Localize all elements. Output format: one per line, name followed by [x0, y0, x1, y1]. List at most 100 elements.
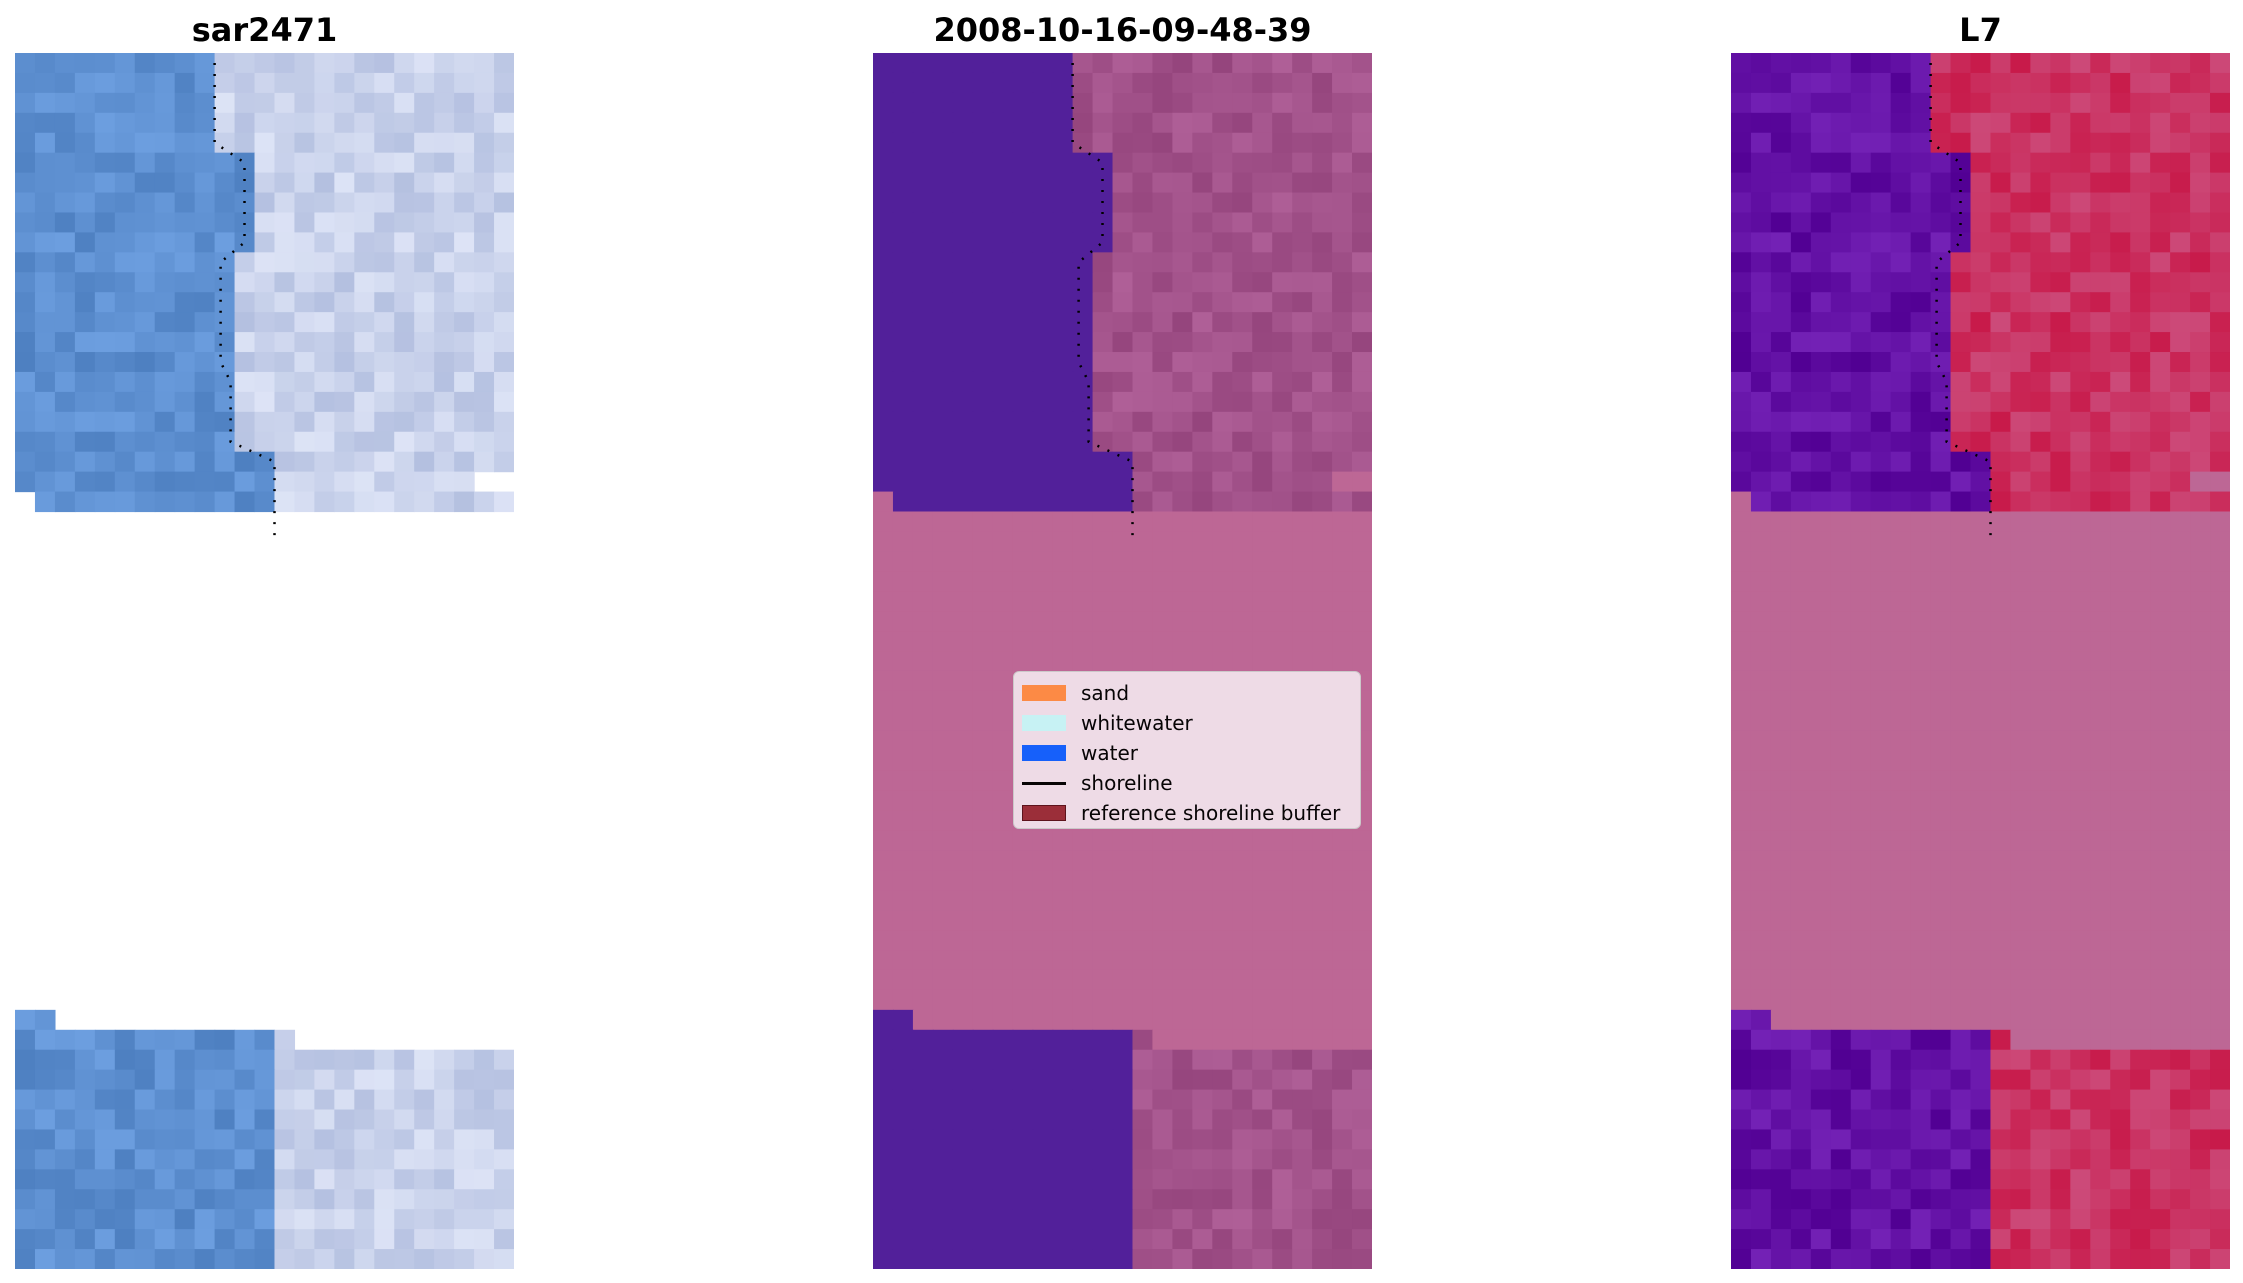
raster-pixel: [194, 1089, 216, 1111]
raster-pixel: [394, 292, 415, 313]
raster-pixel: [434, 312, 455, 333]
raster-pixel: [873, 272, 894, 293]
raster-pixel: [314, 471, 335, 493]
raster-pixel: [1292, 92, 1313, 114]
raster-pixel: [1032, 1129, 1054, 1150]
raster-pixel: [2070, 53, 2091, 74]
raster-pixel: [1192, 1249, 1213, 1269]
raster-pixel: [1731, 1229, 1752, 1250]
raster-pixel: [2050, 1249, 2071, 1269]
raster-pixel: [1172, 1149, 1193, 1170]
raster-pixel: [2170, 611, 2191, 632]
raster-pixel: [1152, 930, 1173, 951]
raster-pixel: [892, 1069, 914, 1091]
raster-pixel: [932, 511, 954, 533]
raster-pixel: [952, 930, 974, 951]
raster-pixel: [912, 670, 934, 692]
raster-pixel: [952, 53, 974, 74]
raster-pixel: [1272, 551, 1293, 572]
raster-pixel: [1950, 1209, 1972, 1230]
raster-pixel: [1731, 1189, 1752, 1210]
raster-pixel: [2030, 591, 2051, 612]
raster-pixel: [1192, 631, 1213, 652]
raster-pixel: [174, 1089, 196, 1111]
raster-pixel: [1970, 750, 1992, 772]
raster-pixel: [1032, 1069, 1054, 1091]
raster-pixel: [274, 1109, 296, 1131]
raster-pixel: [1332, 631, 1353, 652]
raster-pixel: [374, 371, 395, 393]
raster-pixel: [1850, 1089, 1872, 1111]
raster-pixel: [1132, 152, 1154, 174]
raster-pixel: [494, 1189, 514, 1210]
raster-pixel: [1750, 571, 1772, 592]
raster-pixel: [414, 152, 435, 174]
raster-pixel: [1970, 411, 1992, 433]
raster-pixel: [1950, 651, 1972, 672]
raster-pixel: [873, 292, 894, 313]
raster-pixel: [1272, 1029, 1293, 1051]
raster-pixel: [1152, 950, 1173, 971]
raster-pixel: [1830, 212, 1852, 234]
raster-pixel: [992, 1189, 1014, 1210]
raster-pixel: [873, 451, 894, 473]
raster-pixel: [2130, 471, 2151, 493]
raster-pixel: [334, 1149, 355, 1170]
raster-pixel: [1750, 670, 1772, 692]
raster-pixel: [1252, 531, 1273, 552]
raster-pixel: [1830, 1029, 1852, 1051]
raster-pixel: [2030, 92, 2051, 114]
raster-pixel: [1152, 272, 1173, 293]
raster-pixel: [134, 471, 156, 493]
raster-pixel: [1332, 272, 1353, 293]
raster-pixel: [154, 212, 176, 234]
raster-pixel: [2150, 1129, 2171, 1150]
raster-pixel: [1910, 730, 1932, 752]
raster-pixel: [1770, 850, 1792, 871]
raster-pixel: [2150, 451, 2171, 473]
raster-pixel: [2050, 1109, 2071, 1131]
raster-pixel: [494, 292, 514, 313]
raster-pixel: [1012, 969, 1034, 991]
raster-pixel: [314, 53, 335, 74]
raster-pixel: [992, 950, 1014, 971]
raster-pixel: [2210, 969, 2230, 991]
raster-pixel: [134, 411, 156, 433]
raster-pixel: [2050, 969, 2071, 991]
raster-pixel: [354, 431, 375, 453]
raster-pixel: [1292, 1209, 1313, 1230]
raster-pixel: [394, 72, 415, 94]
raster-pixel: [54, 92, 76, 114]
raster-pixel: [1332, 830, 1353, 851]
raster-pixel: [1970, 1189, 1992, 1210]
raster-pixel: [94, 1049, 116, 1071]
raster-pixel: [234, 112, 256, 134]
raster-pixel: [1032, 172, 1054, 194]
raster-pixel: [474, 132, 495, 154]
raster-pixel: [1172, 1049, 1193, 1071]
raster-pixel: [2110, 989, 2131, 1011]
raster-pixel: [174, 172, 196, 194]
raster-pixel: [1172, 1169, 1193, 1190]
raster-pixel: [1072, 232, 1094, 253]
raster-pixel: [1252, 870, 1273, 891]
raster-pixel: [2070, 989, 2091, 1011]
raster-pixel: [2010, 1209, 2031, 1230]
raster-pixel: [194, 192, 216, 214]
raster-pixel: [374, 1129, 395, 1150]
raster-pixel: [1052, 1249, 1074, 1269]
raster-pixel: [214, 1169, 236, 1190]
raster-pixel: [2110, 790, 2131, 812]
raster-pixel: [1172, 1029, 1193, 1051]
raster-pixel: [1970, 132, 1992, 154]
raster-pixel: [1072, 53, 1094, 74]
raster-pixel: [1092, 312, 1114, 333]
raster-pixel: [2130, 232, 2151, 253]
raster-pixel: [1052, 92, 1074, 114]
raster-pixel: [1052, 272, 1074, 293]
raster-pixel: [1092, 371, 1114, 393]
raster-pixel: [1272, 431, 1293, 453]
raster-pixel: [1910, 1049, 1932, 1071]
raster-pixel: [414, 92, 435, 114]
raster-pixel: [1970, 631, 1992, 652]
